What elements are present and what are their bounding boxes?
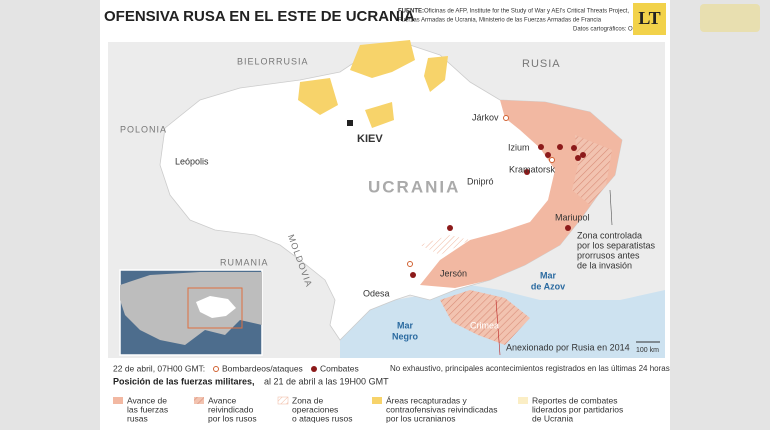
city-label: Dnipró — [467, 176, 494, 186]
country-label: RUMANIA — [220, 257, 269, 267]
legend-label: por los ucranianos — [386, 413, 455, 423]
swatch — [518, 397, 528, 404]
country-label: POLONIA — [120, 124, 167, 134]
annotation-line — [609, 189, 613, 226]
sea-label: Negro — [392, 331, 419, 341]
legend-label: de Ucrania — [532, 413, 573, 423]
city-label: Odesa — [363, 288, 390, 298]
logo — [633, 3, 666, 35]
city-label: KIEV — [357, 133, 383, 145]
sea-label: Mar — [540, 270, 557, 280]
annotation-line — [495, 299, 501, 356]
legend-label: Zona de — [292, 395, 323, 405]
legend-date: 22 de abril, 07H00 GMT: — [113, 363, 205, 373]
legend-label: rusas — [127, 413, 148, 423]
legend-strike — [213, 366, 219, 372]
ukrainian-recaptured — [298, 40, 448, 128]
legend-label: Avance — [208, 395, 236, 405]
city-label: Jersón — [440, 268, 467, 278]
source-line: Oficinas de AFP, Institute for the Study… — [424, 9, 629, 15]
annotation: por los separatistas — [577, 240, 656, 250]
legend-label: reivindicado — [208, 404, 254, 414]
legend-label: Bombardeos/ataques — [222, 363, 303, 373]
inset-frame — [187, 287, 243, 329]
crimea — [440, 290, 530, 345]
combat-markers — [410, 144, 586, 278]
legend-note: No exhaustivo, principales acontecimient… — [390, 364, 670, 373]
legend-label: Combates — [320, 363, 359, 373]
swatch — [277, 396, 289, 405]
legend-label: liderados por partidarios — [532, 404, 623, 414]
separatist-annotation: Zona controlada por los separatistas pro… — [577, 230, 656, 270]
inset-land — [120, 272, 262, 345]
sea-label: de Azov — [531, 281, 565, 291]
source-line: Datos cartográficos: OSM — [573, 27, 642, 33]
legend-label: operaciones — [292, 404, 338, 414]
title: OFENSIVA RUSA EN EL ESTE DE UCRANIA — [104, 8, 415, 25]
logo-text: LT — [638, 8, 660, 28]
city-label: Mariupol — [555, 212, 590, 222]
country-label: BIELORRUSIA — [237, 56, 309, 66]
legend-label: Áreas recapturadas y — [386, 395, 468, 405]
legend-label: las fuerzas — [127, 404, 168, 414]
country-label: RUSIA — [522, 58, 561, 70]
swatch — [113, 397, 123, 404]
annotation: de la invasión — [577, 260, 632, 270]
city-label: Járkov — [472, 112, 499, 122]
legend-combat — [311, 366, 317, 372]
legend-heading: al 21 de abril a las 19H00 GMT — [264, 376, 389, 386]
legend-label: contraofensivas reivindicadas — [386, 404, 498, 414]
city-label: Kramatorsk — [509, 164, 556, 174]
legend-label: o ataques rusos — [292, 413, 352, 423]
blurred-element — [700, 4, 760, 32]
source-line: Fuerzas Armadas de Ucrania, Ministerio d… — [398, 18, 602, 24]
city-label: Izium — [508, 142, 530, 152]
city-label: Leópolis — [175, 156, 209, 166]
annotation: Anexionado por Rusia en 2014 — [506, 342, 630, 352]
capital-marker — [347, 120, 353, 126]
scale-label: 100 km — [636, 347, 659, 354]
swatch — [372, 397, 382, 404]
inset-ukraine — [196, 296, 236, 318]
legend-label: Reportes de combates — [532, 395, 618, 405]
country-label: UCRANIA — [368, 177, 460, 196]
source-label: FUENTE: — [398, 9, 424, 15]
sea-label: Mar — [397, 320, 414, 330]
operations-zone — [420, 235, 470, 255]
annotation: prorrusos antes — [577, 250, 640, 260]
swatch — [194, 397, 204, 404]
legend-heading: Posición de las fuerzas militares, — [113, 376, 255, 386]
strike-markers — [407, 115, 555, 267]
region-label: Crimea — [470, 320, 499, 330]
annotation: Zona controlada — [577, 230, 642, 240]
legend-label: Avance de — [127, 395, 167, 405]
legend-label: por los rusos — [208, 413, 257, 423]
